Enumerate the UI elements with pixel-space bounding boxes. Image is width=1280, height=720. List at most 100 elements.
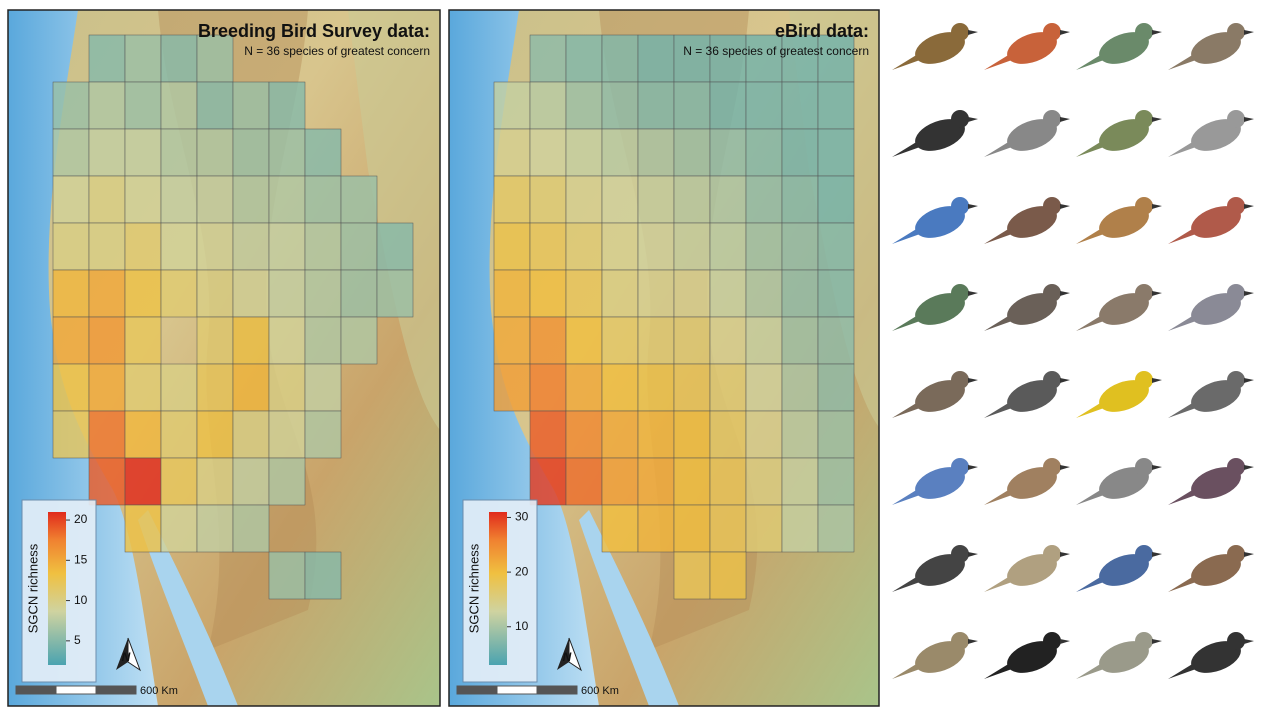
bird-beak — [1244, 639, 1254, 644]
richness-cell — [160, 175, 198, 224]
bird-body — [915, 206, 965, 238]
richness-cell — [160, 410, 198, 459]
richness-cell — [52, 128, 90, 177]
richness-cell — [268, 222, 306, 271]
richness-cell — [196, 410, 234, 459]
richness-cell — [52, 269, 90, 318]
scale-segment — [55, 685, 97, 695]
richness-cell — [781, 504, 819, 553]
bird-body — [1007, 554, 1057, 586]
bird-tail — [892, 315, 920, 331]
richness-cell — [88, 175, 126, 224]
bird-tail — [892, 576, 920, 592]
bird-body — [1191, 32, 1241, 64]
richness-cell — [268, 551, 306, 600]
richness-cell — [304, 363, 342, 412]
colorbar — [48, 512, 66, 665]
map-title: Breeding Bird Survey data: — [198, 21, 430, 41]
bird-tail — [1168, 402, 1196, 418]
richness-cell — [673, 504, 711, 553]
bird-head — [1227, 632, 1245, 650]
richness-cell — [232, 81, 270, 130]
bird-head — [951, 632, 969, 650]
richness-cell — [817, 457, 855, 506]
richness-cell — [52, 410, 90, 459]
richness-cell — [124, 410, 162, 459]
richness-cell — [376, 222, 414, 271]
richness-cell — [781, 410, 819, 459]
richness-cell — [565, 81, 603, 130]
bird-body — [915, 293, 965, 325]
richness-cell — [88, 410, 126, 459]
bird-head — [1043, 23, 1061, 41]
bird-head — [1043, 545, 1061, 563]
richness-cell — [304, 175, 342, 224]
bird-body — [1007, 380, 1057, 412]
richness-cell — [673, 363, 711, 412]
richness-cell — [340, 269, 378, 318]
bird-beak — [1060, 30, 1070, 35]
richness-cell — [745, 316, 783, 365]
north-arrow-half — [568, 637, 583, 672]
richness-cell — [745, 81, 783, 130]
legend-tick-label: 10 — [74, 593, 88, 607]
panel-border — [7, 9, 441, 707]
bird-tail — [1168, 576, 1196, 592]
bird-tail — [984, 489, 1012, 505]
bird-head — [951, 23, 969, 41]
bird-beak — [1152, 291, 1162, 296]
richness-cell — [745, 363, 783, 412]
bird-tail — [1076, 489, 1104, 505]
scale-label: 600 Km — [581, 685, 619, 697]
richness-cell — [232, 504, 270, 553]
richness-cell — [673, 128, 711, 177]
richness-cell — [88, 363, 126, 412]
richness-cell — [673, 34, 711, 83]
richness-cell — [493, 316, 531, 365]
bird-tail — [984, 315, 1012, 331]
richness-cell — [52, 222, 90, 271]
bird-beak — [1244, 465, 1254, 470]
richness-cell — [709, 504, 747, 553]
bird-body — [1099, 641, 1149, 673]
bird-tail — [892, 663, 920, 679]
bird-head — [1227, 284, 1245, 302]
bird-head — [951, 458, 969, 476]
bird-tail — [1168, 315, 1196, 331]
richness-cell — [601, 316, 639, 365]
richness-cell — [232, 457, 270, 506]
legend-tick-label: 20 — [74, 512, 88, 526]
richness-cell — [124, 222, 162, 271]
richness-cell — [268, 457, 306, 506]
map-panel: Breeding Bird Survey data: N = 36 species… — [7, 9, 441, 707]
richness-cell — [124, 269, 162, 318]
bird-head — [1135, 545, 1153, 563]
richness-cell — [88, 34, 126, 83]
richness-cell — [817, 34, 855, 83]
richness-cell — [529, 175, 567, 224]
bird-head — [1227, 23, 1245, 41]
richness-cell — [493, 175, 531, 224]
bird-head — [951, 371, 969, 389]
richness-cell — [124, 504, 162, 553]
richness-cell — [304, 316, 342, 365]
bird-head — [1043, 371, 1061, 389]
richness-cell — [709, 34, 747, 83]
richness-cell — [232, 363, 270, 412]
bird-head — [1135, 23, 1153, 41]
richness-cell — [124, 128, 162, 177]
map-subtitle: N = 36 species of greatest concern — [244, 44, 430, 58]
richness-cell — [196, 316, 234, 365]
bird-tail — [984, 228, 1012, 244]
richness-cell — [781, 128, 819, 177]
richness-cell — [781, 269, 819, 318]
richness-cell — [160, 363, 198, 412]
bird-head — [1135, 371, 1153, 389]
richness-cell — [637, 410, 675, 459]
richness-cell — [781, 175, 819, 224]
richness-cell — [196, 175, 234, 224]
scale-label: 600 Km — [140, 685, 178, 697]
bird-body — [915, 554, 965, 586]
richness-cell — [709, 175, 747, 224]
richness-cell — [565, 175, 603, 224]
